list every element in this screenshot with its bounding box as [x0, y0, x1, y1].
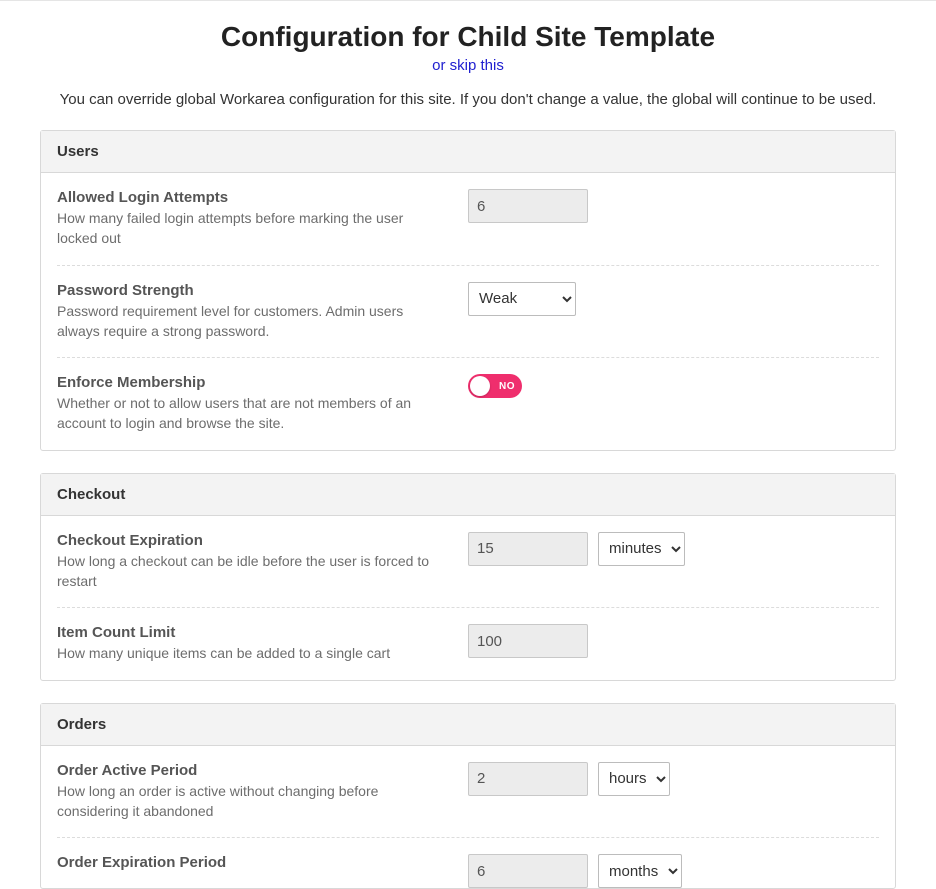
password-strength-row: Password Strength Password requirement l…	[57, 266, 879, 359]
item-count-limit-input[interactable]	[468, 624, 588, 658]
allowed-login-attempts-desc: How many failed login attempts before ma…	[57, 208, 444, 249]
order-active-period-label: Order Active Period	[57, 762, 444, 779]
checkout-expiration-unit-select[interactable]: minutes	[598, 532, 685, 566]
checkout-expiration-desc: How long a checkout can be idle before t…	[57, 551, 444, 592]
skip-link[interactable]: or skip this	[432, 57, 504, 74]
order-active-period-unit-select[interactable]: hours	[598, 762, 670, 796]
enforce-membership-label: Enforce Membership	[57, 374, 444, 391]
toggle-knob-icon	[470, 376, 490, 396]
allowed-login-attempts-row: Allowed Login Attempts How many failed l…	[57, 173, 879, 266]
users-panel-heading: Users	[41, 131, 895, 173]
intro-text: You can override global Workarea configu…	[40, 91, 896, 108]
order-expiration-period-row: Order Expiration Period months	[57, 838, 879, 888]
item-count-limit-row: Item Count Limit How many unique items c…	[57, 608, 879, 679]
page-title: Configuration for Child Site Template	[40, 21, 896, 53]
password-strength-desc: Password requirement level for customers…	[57, 301, 444, 342]
order-active-period-desc: How long an order is active without chan…	[57, 781, 444, 822]
password-strength-select[interactable]: Weak	[468, 282, 576, 316]
checkout-panel: Checkout Checkout Expiration How long a …	[40, 473, 896, 681]
allowed-login-attempts-input[interactable]	[468, 189, 588, 223]
item-count-limit-label: Item Count Limit	[57, 624, 444, 641]
allowed-login-attempts-label: Allowed Login Attempts	[57, 189, 444, 206]
order-active-period-input[interactable]	[468, 762, 588, 796]
orders-panel-heading: Orders	[41, 704, 895, 746]
order-active-period-row: Order Active Period How long an order is…	[57, 746, 879, 839]
users-panel: Users Allowed Login Attempts How many fa…	[40, 130, 896, 451]
enforce-membership-toggle-label: NO	[499, 381, 515, 392]
item-count-limit-desc: How many unique items can be added to a …	[57, 643, 444, 663]
checkout-expiration-input[interactable]	[468, 532, 588, 566]
order-expiration-period-label: Order Expiration Period	[57, 854, 444, 871]
order-expiration-period-unit-select[interactable]: months	[598, 854, 682, 888]
checkout-expiration-label: Checkout Expiration	[57, 532, 444, 549]
checkout-expiration-row: Checkout Expiration How long a checkout …	[57, 516, 879, 609]
enforce-membership-desc: Whether or not to allow users that are n…	[57, 393, 444, 434]
enforce-membership-row: Enforce Membership Whether or not to all…	[57, 358, 879, 450]
enforce-membership-toggle[interactable]: NO	[468, 374, 522, 398]
password-strength-label: Password Strength	[57, 282, 444, 299]
checkout-panel-heading: Checkout	[41, 474, 895, 516]
order-expiration-period-input[interactable]	[468, 854, 588, 888]
orders-panel: Orders Order Active Period How long an o…	[40, 703, 896, 889]
